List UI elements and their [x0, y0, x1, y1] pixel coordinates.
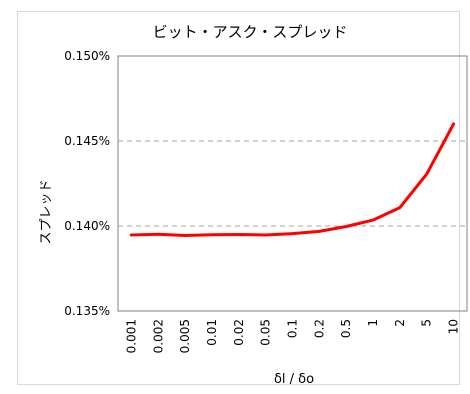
y-tick-label: 0.135% [64, 304, 110, 318]
y-tick-label: 0.140% [64, 219, 110, 233]
y-tick-label: 0.150% [64, 49, 110, 63]
x-tick-label: 0.5 [339, 319, 353, 338]
chart-title: ビット・アスク・スプレッド [153, 23, 348, 41]
x-tick-label: 0.1 [286, 319, 300, 338]
x-tick-label: 0.2 [312, 319, 326, 338]
y-tick-label: 0.145% [64, 134, 110, 148]
plot-border [117, 55, 468, 312]
x-tick-label: 10 [447, 319, 461, 334]
x-tick-label: 0.001 [124, 319, 138, 353]
x-tick-label: 0.005 [178, 319, 192, 353]
plot-area: 0.135% 0.140% 0.145% 0.150% 0.001 0.002 0.005 0… [64, 49, 468, 353]
x-tick-label: 0.002 [151, 319, 165, 353]
series-line [129, 122, 456, 237]
y-axis-label: スプレッド [39, 179, 54, 244]
x-tick-label: 0.02 [232, 319, 246, 346]
x-axis-label: δl / δo [274, 372, 314, 387]
x-tick-label: 0.05 [259, 319, 273, 346]
chart-frame [17, 11, 460, 385]
x-tick-label: 0.01 [205, 319, 219, 346]
x-tick-label: 5 [420, 319, 434, 327]
x-tick-label: 2 [393, 319, 407, 327]
x-tick-label: 1 [366, 319, 380, 327]
